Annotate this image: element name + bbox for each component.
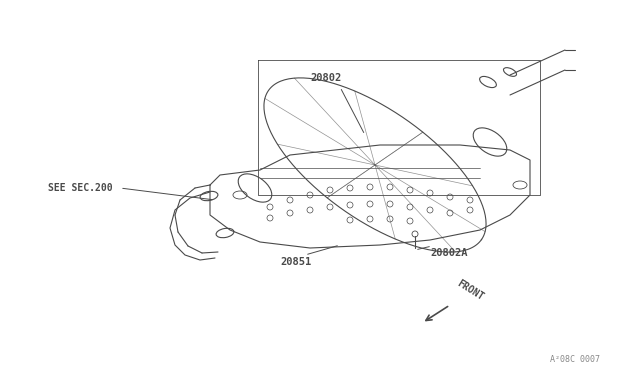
Text: 20851: 20851	[280, 257, 311, 267]
Text: SEE SEC.200: SEE SEC.200	[48, 183, 113, 193]
Text: 20802: 20802	[310, 73, 341, 83]
Text: FRONT: FRONT	[455, 278, 485, 302]
Text: A²08C 0007: A²08C 0007	[550, 355, 600, 364]
Text: 20802A: 20802A	[430, 248, 467, 258]
